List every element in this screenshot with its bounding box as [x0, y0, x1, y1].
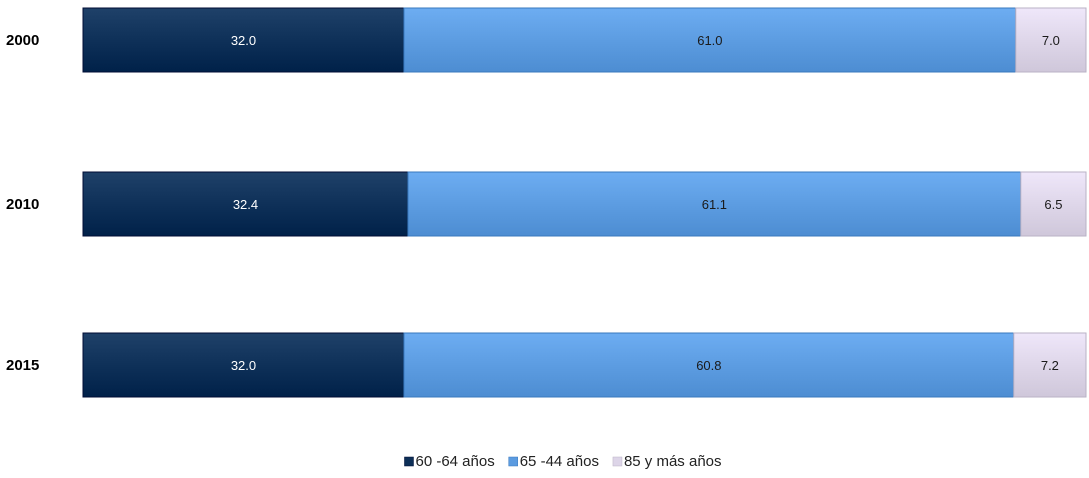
- bar-segment-2015-s1: [403, 332, 1015, 398]
- bar-segment-2010-s1: [407, 171, 1022, 237]
- category-label-2015: 2015: [6, 357, 39, 374]
- category-label-2010: 2010: [6, 196, 39, 213]
- data-label-2010-s2: 6.5: [1044, 197, 1062, 212]
- data-label-2010-s0: 32.4: [233, 197, 258, 212]
- bar-segment-2010-s2: [1020, 171, 1087, 237]
- legend: 60 -64 años 65 -44 años 85 y más años: [404, 453, 722, 470]
- bars: 32.0 61.0 7.0 32.4 61.1 6.5 32.0 60.8 7.2: [82, 7, 1087, 398]
- legend-label-s1: 65 -44 años: [520, 453, 599, 470]
- legend-swatch-s0: [404, 456, 414, 467]
- legend-swatch-s2: [612, 456, 623, 467]
- bar-segment-2015-s0: [82, 332, 405, 398]
- data-label-2000-s1: 61.0: [697, 33, 722, 48]
- bar-segment-2000-s2: [1015, 7, 1087, 73]
- category-label-2000: 2000: [6, 32, 39, 49]
- data-label-2000-s0: 32.0: [231, 33, 256, 48]
- bar-segment-2000-s0: [82, 7, 405, 73]
- data-label-2015-s2: 7.2: [1041, 358, 1059, 373]
- legend-swatch-s1: [508, 456, 518, 467]
- data-label-2015-s0: 32.0: [231, 358, 256, 373]
- bar-segment-2010-s0: [82, 171, 409, 237]
- legend-label-s2: 85 y más años: [624, 453, 722, 470]
- bar-segment-2000-s1: [403, 7, 1017, 73]
- legend-label-s0: 60 -64 años: [415, 453, 494, 470]
- data-label-2015-s1: 60.8: [696, 358, 721, 373]
- data-label-2000-s2: 7.0: [1042, 33, 1060, 48]
- data-label-2010-s1: 61.1: [702, 197, 727, 212]
- category-labels: 2000 2010 2015: [6, 32, 39, 374]
- bar-segment-2015-s2: [1013, 332, 1087, 398]
